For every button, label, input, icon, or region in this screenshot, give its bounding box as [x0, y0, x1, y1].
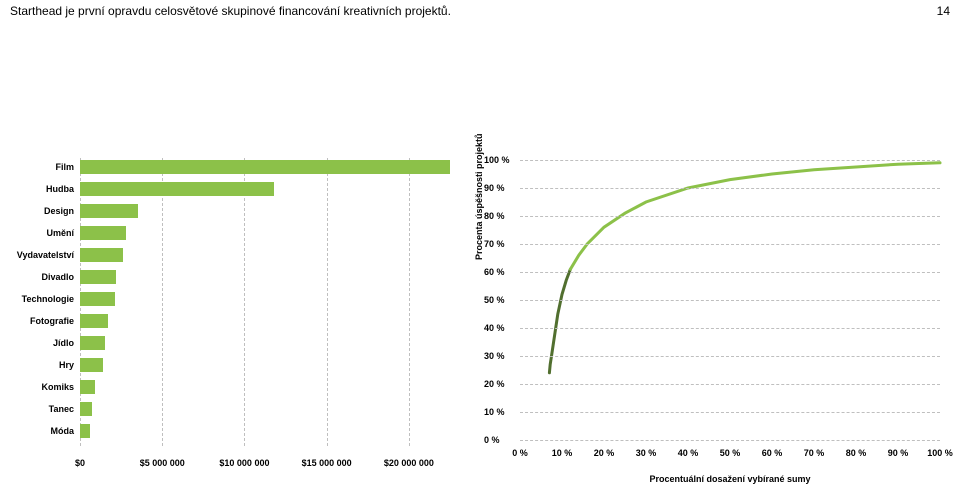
bar-row: Hry — [80, 358, 450, 372]
line-chart-gridline — [520, 328, 940, 329]
line-chart-y-tick-label: 80 % — [484, 211, 505, 221]
bar-rect — [80, 160, 450, 174]
bar-row: Umění — [80, 226, 450, 240]
bar-rect — [80, 248, 123, 262]
bar-rect — [80, 336, 105, 350]
header-page-number: 14 — [937, 4, 950, 18]
bar-rect — [80, 402, 92, 416]
charts-container: $0 $5 000 000 $10 000 000 $15 000 000 $20 00… — [0, 160, 960, 490]
bar-chart-plot: $0$5 000 000$10 000 000$15 000 000$20 00… — [80, 160, 450, 440]
line-chart-y-tick-label: 40 % — [484, 323, 505, 333]
bar-category-label: Umění — [46, 228, 74, 238]
bar-category-label: Hudba — [46, 184, 74, 194]
bar-category-label: Fotografie — [30, 316, 74, 326]
line-chart-x-tick-label: 90 % — [888, 448, 909, 458]
line-chart-x-tick-label: 60 % — [762, 448, 783, 458]
header-title: Starthead je první opravdu celosvětové s… — [10, 4, 451, 18]
bar-chart-x-tick-label: $10 000 000 — [219, 458, 269, 468]
line-chart-gridline — [520, 440, 940, 441]
line-chart-gridline — [520, 272, 940, 273]
line-chart-y-tick-label: 60 % — [484, 267, 505, 277]
bar-row: Fotografie — [80, 314, 450, 328]
line-chart-plot: 0 %10 %20 %30 %40 %50 %60 %70 %80 %90 %1… — [520, 160, 940, 440]
bar-row: Technologie — [80, 292, 450, 306]
bar-row: Hudba — [80, 182, 450, 196]
line-chart-y-tick-label: 0 % — [484, 435, 500, 445]
line-chart-y-tick-label: 20 % — [484, 379, 505, 389]
bar-category-label: Hry — [59, 360, 74, 370]
line-chart-y-tick-label: 70 % — [484, 239, 505, 249]
line-chart-curve-dark — [549, 269, 570, 373]
line-chart-x-tick-label: 80 % — [846, 448, 867, 458]
bar-rect — [80, 226, 126, 240]
line-chart-y-tick-label: 100 % — [484, 155, 510, 165]
bar-chart: $0 $5 000 000 $10 000 000 $15 000 000 $20 00… — [0, 160, 460, 490]
line-chart-gridline — [520, 356, 940, 357]
line-chart: Procenta úspěšnosti projektů 0 %10 %20 %… — [460, 160, 960, 490]
line-chart-x-tick-label: 30 % — [636, 448, 657, 458]
bar-row: Móda — [80, 424, 450, 438]
bar-category-label: Film — [55, 162, 74, 172]
bar-row: Divadlo — [80, 270, 450, 284]
bar-category-label: Design — [44, 206, 74, 216]
bar-rect — [80, 204, 138, 218]
bar-rect — [80, 292, 115, 306]
line-chart-gridline — [520, 384, 940, 385]
bar-rect — [80, 424, 90, 438]
page-header: Starthead je první opravdu celosvětové s… — [10, 4, 950, 18]
line-chart-x-tick-label: 20 % — [594, 448, 615, 458]
bar-row: Jídlo — [80, 336, 450, 350]
bar-row: Design — [80, 204, 450, 218]
bar-category-label: Vydavatelství — [17, 250, 74, 260]
line-chart-gridline — [520, 188, 940, 189]
line-chart-x-axis-title: Procentuální dosažení vybírané sumy — [520, 474, 940, 484]
bar-chart-x-tick-label: $20 000 000 — [384, 458, 434, 468]
line-chart-y-tick-label: 30 % — [484, 351, 505, 361]
bar-category-label: Divadlo — [41, 272, 74, 282]
bar-category-label: Móda — [51, 426, 75, 436]
bar-row: Film — [80, 160, 450, 174]
bar-rect — [80, 380, 95, 394]
line-chart-gridline — [520, 244, 940, 245]
line-chart-x-tick-label: 70 % — [804, 448, 825, 458]
bar-category-label: Technologie — [22, 294, 74, 304]
bar-chart-x-tick-label: $0 — [75, 458, 85, 468]
line-chart-gridline — [520, 160, 940, 161]
bar-rect — [80, 314, 108, 328]
bar-category-label: Jídlo — [53, 338, 74, 348]
line-chart-gridline — [520, 216, 940, 217]
line-chart-x-tick-label: 0 % — [512, 448, 528, 458]
line-chart-y-tick-label: 90 % — [484, 183, 505, 193]
bar-row: Tanec — [80, 402, 450, 416]
bar-chart-x-tick-label: $5 000 000 — [140, 458, 185, 468]
line-chart-gridline — [520, 412, 940, 413]
line-chart-y-tick-label: 50 % — [484, 295, 505, 305]
bar-rect — [80, 182, 274, 196]
bar-rect — [80, 270, 116, 284]
line-chart-x-tick-label: 10 % — [552, 448, 573, 458]
bar-chart-x-tick-label: $15 000 000 — [302, 458, 352, 468]
line-chart-gridline — [520, 300, 940, 301]
bar-category-label: Komiks — [41, 382, 74, 392]
bar-row: Komiks — [80, 380, 450, 394]
line-chart-y-axis-title: Procenta úspěšnosti projektů — [474, 133, 484, 260]
line-chart-x-tick-label: 40 % — [678, 448, 699, 458]
line-chart-x-tick-label: 100 % — [927, 448, 953, 458]
bar-row: Vydavatelství — [80, 248, 450, 262]
line-chart-x-tick-label: 50 % — [720, 448, 741, 458]
bar-category-label: Tanec — [49, 404, 74, 414]
bar-rect — [80, 358, 103, 372]
line-chart-y-tick-label: 10 % — [484, 407, 505, 417]
